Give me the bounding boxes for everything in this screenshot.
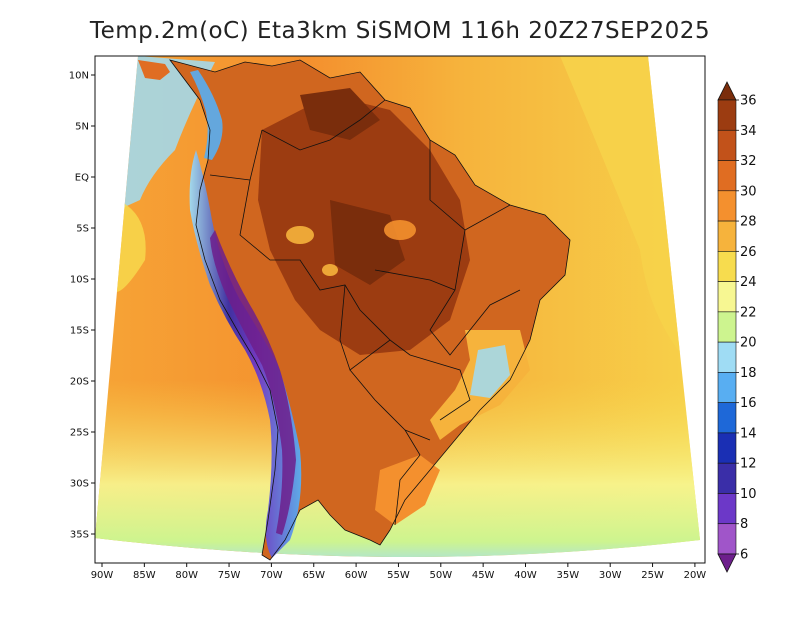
- colorbar-segment: [717, 251, 737, 282]
- colorbar-label: 36: [740, 94, 757, 109]
- colorbar-label: 20: [740, 336, 757, 351]
- colorbar-label: 26: [740, 245, 757, 260]
- warm-spot: [322, 264, 338, 276]
- border-argentina-paraguay: [349, 369, 431, 441]
- colorbar-segment: [717, 341, 737, 373]
- lat-label: EQ: [75, 173, 89, 184]
- colorbar-segment: [717, 99, 737, 131]
- border-uruguay: [394, 429, 421, 526]
- colorbar-label: 12: [740, 457, 757, 472]
- colorbar-label: 14: [740, 426, 757, 441]
- lon-label: 70W: [260, 570, 283, 581]
- colorbar-segment: [717, 523, 737, 555]
- lon-label: 20W: [684, 570, 707, 581]
- colorbar-label: 16: [740, 396, 757, 411]
- lon-label: 40W: [514, 570, 537, 581]
- lat-label: 10S: [70, 275, 89, 286]
- colorbar-segment: [717, 129, 737, 161]
- border-peru-bolivia-brazil: [239, 129, 391, 341]
- lon-label: 30W: [599, 570, 622, 581]
- colorbar-label: 24: [740, 275, 757, 290]
- hot-patch-north: [300, 88, 380, 140]
- colorbar-label: 6: [740, 548, 748, 563]
- colorbar-segment: [717, 220, 737, 252]
- lat-label: 10N: [69, 71, 89, 82]
- colorbar-arrow-bottom: [717, 553, 737, 573]
- temperature-field: [95, 56, 700, 558]
- colorbar-segment: [717, 281, 737, 313]
- brazil-states-south: [409, 354, 471, 421]
- lon-label: 85W: [133, 570, 156, 581]
- lon-label: 55W: [387, 570, 410, 581]
- lat-label: 25S: [70, 428, 89, 439]
- pacific-cool-zone: [118, 56, 215, 210]
- colorbar-label: 34: [740, 124, 757, 139]
- lat-label: 5N: [75, 122, 89, 133]
- lat-label: 5S: [76, 224, 89, 235]
- lon-label: 75W: [218, 570, 241, 581]
- southern-brazil-zone: [375, 455, 440, 525]
- central-america: [138, 60, 170, 80]
- colorbar-arrow-top: [717, 81, 737, 101]
- lon-label: 45W: [472, 570, 495, 581]
- colorbar-label: 32: [740, 154, 757, 169]
- colorbar-segment: [717, 372, 737, 403]
- colorbar-label: 30: [740, 184, 757, 199]
- brazil-states-north: [429, 140, 511, 231]
- coastal-cool-spots: [470, 345, 510, 398]
- map-frame: [94, 55, 706, 564]
- border-ecuador-peru: [209, 174, 251, 181]
- colorbar-segment: [717, 311, 737, 343]
- lat-label: 15S: [70, 326, 89, 337]
- lat-label: 20S: [70, 377, 89, 388]
- map-title: Temp.2m(oC) Eta3km SiSMOM 116h 20Z27SEP2…: [89, 18, 711, 44]
- lon-label: 35W: [557, 570, 580, 581]
- lon-label: 50W: [429, 570, 452, 581]
- latitude-axis: 10N 5N EQ 5S 10S 15S 20S 25S 30S 35S: [69, 71, 95, 541]
- colorbar-segment: [717, 190, 737, 222]
- border-venezuela-brazil: [261, 99, 386, 151]
- lon-label: 25W: [641, 570, 664, 581]
- colorbar-segment: [717, 160, 737, 192]
- colorbar-segment: [717, 462, 737, 494]
- lon-label: 80W: [175, 570, 198, 581]
- warm-spot: [286, 226, 314, 244]
- colorbar-label: 10: [740, 487, 757, 502]
- colorbar-segment: [717, 402, 737, 434]
- northern-andes: [190, 70, 223, 160]
- lon-label: 60W: [345, 570, 368, 581]
- andes-cold-core: [210, 230, 296, 535]
- colorbar-segment: [717, 493, 737, 525]
- longitude-axis: 90W 85W 80W 75W 70W 65W 60W 55W 50W 45W 40W 35W 30W 2…: [91, 563, 707, 581]
- lon-label: 65W: [302, 570, 325, 581]
- brazil-states-centre: [374, 269, 456, 291]
- colorbar-label: 22: [740, 305, 757, 320]
- colorbar-segment: [717, 432, 737, 464]
- lon-label: 90W: [91, 570, 114, 581]
- lat-label: 35S: [70, 530, 89, 541]
- colorbar-label: 8: [740, 517, 748, 532]
- colorbar-label: 18: [740, 366, 757, 381]
- colorbar-label: 28: [740, 215, 757, 230]
- coastline: [168, 59, 571, 561]
- lat-label: 30S: [70, 479, 89, 490]
- colorbar: 36 34 32 30 28 26 24 22 20 18 16 14 12 10 8 6: [717, 81, 757, 573]
- political-borders: [168, 59, 571, 561]
- hot-patch-centre: [330, 200, 405, 285]
- warm-spot: [384, 220, 416, 240]
